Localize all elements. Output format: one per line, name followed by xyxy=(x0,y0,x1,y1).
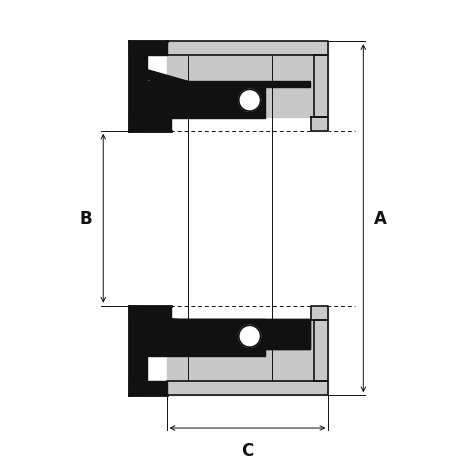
Polygon shape xyxy=(129,42,166,56)
Polygon shape xyxy=(166,42,328,56)
Circle shape xyxy=(238,325,260,347)
Polygon shape xyxy=(166,320,313,381)
Polygon shape xyxy=(166,56,313,118)
Polygon shape xyxy=(310,306,328,320)
Text: B: B xyxy=(79,210,92,228)
Polygon shape xyxy=(146,81,309,118)
Polygon shape xyxy=(146,71,192,92)
Polygon shape xyxy=(146,319,309,350)
Circle shape xyxy=(238,90,260,112)
Polygon shape xyxy=(313,56,328,118)
Polygon shape xyxy=(134,315,190,334)
Polygon shape xyxy=(129,42,146,132)
Polygon shape xyxy=(310,118,328,132)
Polygon shape xyxy=(129,118,171,132)
Polygon shape xyxy=(166,381,328,395)
Polygon shape xyxy=(129,306,146,395)
Polygon shape xyxy=(146,340,192,354)
Polygon shape xyxy=(129,381,166,395)
Text: C: C xyxy=(241,441,253,459)
Polygon shape xyxy=(146,319,309,356)
Polygon shape xyxy=(129,306,171,320)
Text: A: A xyxy=(374,210,386,228)
Polygon shape xyxy=(134,103,190,123)
Polygon shape xyxy=(313,320,328,381)
